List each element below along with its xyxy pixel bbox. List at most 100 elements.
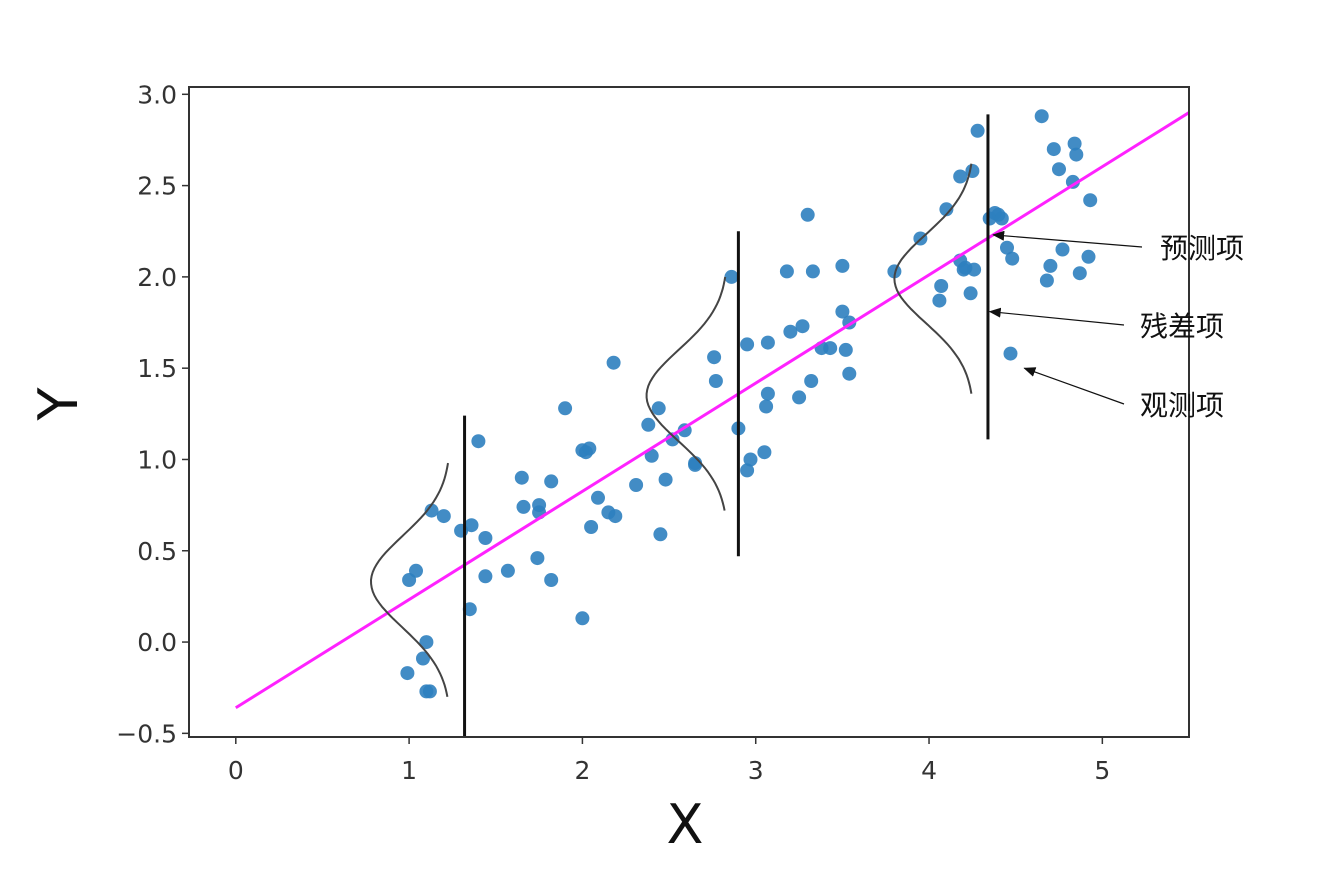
scatter-point bbox=[1043, 258, 1058, 273]
scatter-point bbox=[792, 390, 807, 405]
scatter-point bbox=[544, 573, 559, 587]
scatter-point bbox=[1039, 273, 1054, 288]
scatter-point bbox=[835, 304, 850, 319]
scatter-point bbox=[591, 490, 605, 505]
density-curve bbox=[645, 276, 727, 511]
scatter-point bbox=[757, 445, 772, 460]
scatter-point bbox=[994, 211, 1009, 226]
regression-line bbox=[234, 111, 1190, 710]
scatter-point bbox=[516, 499, 531, 514]
scatter-point bbox=[740, 463, 755, 478]
y-tick-label: 0.0 bbox=[137, 628, 177, 657]
scatter-point bbox=[1055, 242, 1070, 257]
scatter-point bbox=[1081, 249, 1096, 264]
scatter-point bbox=[400, 666, 415, 681]
scatter-point bbox=[653, 527, 668, 542]
scatter-point bbox=[500, 563, 515, 578]
density-curve bbox=[893, 163, 973, 394]
scatter-point bbox=[1072, 266, 1087, 281]
scatter-point bbox=[424, 503, 439, 518]
x-tick-label: 3 bbox=[748, 756, 764, 785]
scatter-point bbox=[1052, 162, 1066, 177]
annotation-label: 观测项 bbox=[1140, 389, 1224, 422]
scatter-point bbox=[478, 569, 493, 584]
y-tick-label: 2.0 bbox=[137, 263, 177, 292]
y-tick-label: 2.5 bbox=[137, 172, 177, 201]
scatter-point bbox=[759, 399, 774, 414]
scatter-point bbox=[530, 551, 545, 566]
scatter-point bbox=[795, 319, 810, 334]
scatter-point bbox=[953, 169, 968, 184]
scatter-point bbox=[724, 269, 739, 284]
scatter-point bbox=[842, 366, 857, 381]
plot-area bbox=[234, 109, 1190, 737]
scatter-point bbox=[608, 509, 623, 524]
x-tick-label: 4 bbox=[921, 756, 937, 785]
scatter-point bbox=[462, 602, 477, 617]
scatter-point bbox=[1003, 346, 1018, 361]
scatter-point bbox=[1005, 251, 1020, 266]
annotation-arrow bbox=[988, 307, 1125, 326]
scatter-point bbox=[1046, 142, 1061, 157]
y-tick-label: 3.0 bbox=[137, 80, 177, 109]
scatter-point bbox=[464, 518, 479, 533]
plot-frame bbox=[188, 86, 1190, 738]
scatter-point bbox=[760, 335, 775, 350]
scatter-point bbox=[934, 279, 949, 293]
x-tick-label: 1 bbox=[401, 756, 417, 785]
scatter-point bbox=[651, 401, 666, 416]
scatter-point bbox=[644, 448, 659, 463]
x-tick-label: 2 bbox=[574, 756, 590, 785]
scatter-point bbox=[835, 258, 850, 273]
scatter-point bbox=[606, 355, 621, 370]
scatter-point bbox=[478, 531, 493, 545]
scatter-point bbox=[1069, 147, 1084, 162]
scatter-point bbox=[629, 478, 644, 492]
y-tick-label: 0.5 bbox=[137, 537, 177, 566]
scatter-point bbox=[708, 374, 723, 388]
y-axis-title: Y bbox=[27, 387, 90, 422]
scatter-point bbox=[963, 286, 978, 301]
scatter-point bbox=[641, 417, 656, 432]
x-axis-title: X bbox=[667, 793, 704, 856]
scatter-point bbox=[707, 350, 722, 365]
annotation-arrow bbox=[1023, 367, 1125, 405]
scatter-point bbox=[471, 434, 486, 449]
scatter-point bbox=[805, 264, 820, 279]
scatter-point bbox=[422, 684, 437, 699]
scatter-point bbox=[419, 635, 434, 650]
scatter-point bbox=[965, 164, 980, 178]
axis-ticks: 0 1 2 3 4 5 −0.5 0.0 0.5 1.0 1.5 2.0 2.5 3.0 bbox=[116, 80, 1110, 785]
scatter-point bbox=[967, 262, 982, 277]
scatter-point bbox=[558, 401, 573, 416]
x-tick-label: 5 bbox=[1094, 756, 1110, 785]
density-curve bbox=[369, 462, 449, 698]
scatter-point bbox=[1083, 193, 1098, 208]
scatter-point bbox=[838, 342, 853, 357]
scatter-point bbox=[970, 123, 985, 138]
scatter-point bbox=[544, 474, 559, 489]
scatter-point bbox=[779, 264, 794, 279]
scatter-point bbox=[582, 441, 597, 456]
scatter-point bbox=[658, 472, 673, 487]
y-tick-label: 1.5 bbox=[137, 354, 177, 383]
y-tick-label: −0.5 bbox=[116, 719, 177, 748]
scatter-point bbox=[887, 264, 902, 279]
annotation-label: 预测项 bbox=[1160, 232, 1244, 265]
scatter-point bbox=[760, 386, 775, 401]
scatter-point bbox=[1065, 174, 1080, 189]
scatter-point bbox=[1000, 240, 1014, 255]
scatter-point bbox=[800, 207, 815, 222]
y-tick-label: 1.0 bbox=[137, 445, 177, 474]
scatter-point bbox=[409, 563, 423, 578]
annotation-label: 残差项 bbox=[1140, 310, 1224, 343]
scatter-point bbox=[939, 202, 954, 217]
scatter-point bbox=[1034, 109, 1049, 124]
scatter-point bbox=[783, 324, 798, 339]
scatter-point bbox=[740, 337, 755, 352]
annotation-arrow bbox=[992, 230, 1143, 248]
scatter-point bbox=[416, 651, 430, 666]
